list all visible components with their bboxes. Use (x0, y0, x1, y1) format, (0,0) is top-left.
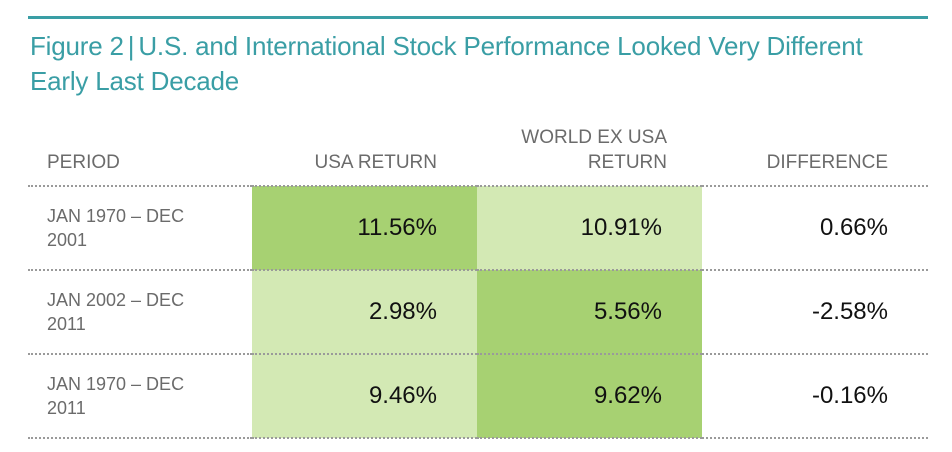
world-return-cell: 10.91% (477, 186, 702, 271)
table-row: JAN 1970 – DEC 2001 11.56% 10.91% 0.66% (28, 186, 928, 271)
header-period: PERIOD (28, 106, 252, 187)
header-difference: DIFFERENCE (702, 106, 928, 187)
figure-title-text: U.S. and International Stock Performance… (30, 31, 863, 96)
header-world-ex-usa-return-text: WORLD EX USA RETURN (521, 127, 667, 173)
period-label: JAN 2002 – DEC 2011 (47, 290, 185, 334)
header-world-ex-usa-return: WORLD EX USA RETURN (477, 106, 702, 187)
period-cell: JAN 2002 – DEC 2011 (28, 270, 252, 355)
period-cell: JAN 1970 – DEC 2011 (28, 354, 252, 439)
table-header-row: PERIOD USA RETURN WORLD EX USA RETURN DI… (28, 106, 928, 187)
world-return-cell: 5.56% (477, 270, 702, 355)
usa-return-cell: 2.98% (252, 270, 477, 355)
figure-title: Figure 2 | U.S. and International Stock Pe… (30, 29, 910, 99)
figure-number: Figure 2 (30, 31, 124, 61)
difference-cell: -2.58% (702, 270, 928, 355)
difference-cell: -0.16% (702, 354, 928, 439)
usa-return-cell: 11.56% (252, 186, 477, 271)
title-separator: | (127, 31, 135, 61)
performance-table: PERIOD USA RETURN WORLD EX USA RETURN DI… (28, 106, 928, 439)
table-row: JAN 2002 – DEC 2011 2.98% 5.56% -2.58% (28, 270, 928, 355)
period-label: JAN 1970 – DEC 2011 (47, 374, 185, 418)
period-cell: JAN 1970 – DEC 2001 (28, 186, 252, 271)
usa-return-cell: 9.46% (252, 354, 477, 439)
world-return-cell: 9.62% (477, 354, 702, 439)
header-usa-return: USA RETURN (252, 106, 477, 187)
period-label: JAN 1970 – DEC 2001 (47, 206, 185, 250)
table-row: JAN 1970 – DEC 2011 9.46% 9.62% -0.16% (28, 354, 928, 439)
difference-cell: 0.66% (702, 186, 928, 271)
title-top-rule (28, 16, 928, 19)
